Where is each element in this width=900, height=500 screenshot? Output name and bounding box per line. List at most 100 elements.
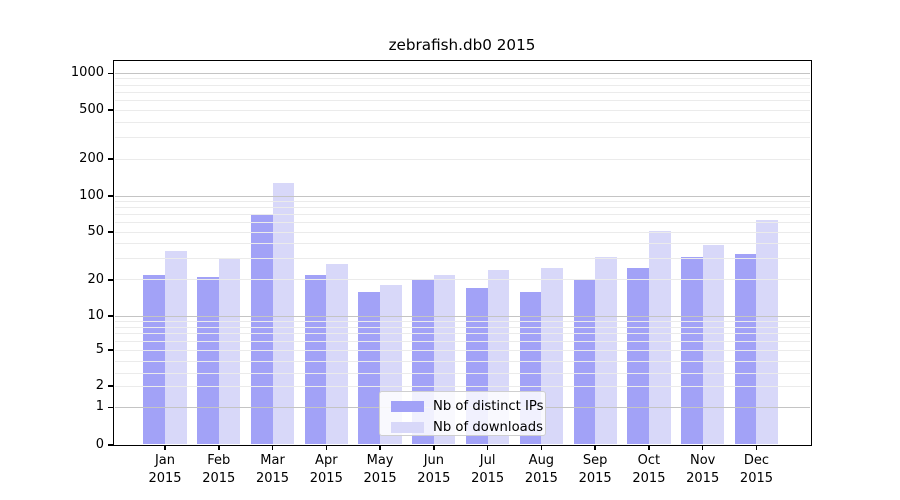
- x-tick-mark: [379, 445, 381, 450]
- y-axis-tick-label: 10: [87, 308, 104, 323]
- y-axis-tick-label: 0: [95, 437, 104, 452]
- minor-gridline: [114, 349, 810, 351]
- y-tick-mark: [107, 406, 113, 409]
- y-tick-mark: [107, 109, 113, 111]
- minor-gridline: [114, 360, 810, 362]
- bar-downloads: [272, 183, 295, 444]
- y-tick-mark: [107, 195, 113, 197]
- x-tick-year: 2015: [363, 470, 397, 486]
- x-tick-mark: [594, 445, 596, 450]
- legend: Nb of distinct IPs Nb of downloads: [379, 391, 546, 436]
- x-axis-tick-label: Mar 2015: [241, 452, 305, 487]
- x-tick-month: Dec: [743, 453, 770, 468]
- x-axis-tick-label: Jan 2015: [133, 452, 197, 487]
- minor-gridline: [114, 340, 810, 342]
- x-tick-mark: [218, 445, 220, 450]
- x-axis-tick-label: Apr 2015: [294, 452, 358, 487]
- x-tick-month: May: [366, 453, 394, 468]
- y-tick-mark: [107, 279, 113, 281]
- bar-distinct-ips: [143, 274, 165, 444]
- y-axis-tick-label: 100: [79, 188, 104, 203]
- minor-gridline: [114, 214, 810, 216]
- legend-item-distinct-ips: Nb of distinct IPs: [380, 396, 545, 417]
- x-tick-year: 2015: [255, 470, 290, 486]
- x-axis-tick-label: Nov 2015: [671, 452, 735, 487]
- x-axis-tick-label: Sep 2015: [563, 452, 627, 487]
- y-axis-tick-label: 2: [95, 378, 104, 393]
- bar-distinct-ips: [573, 279, 596, 444]
- x-tick-mark: [271, 445, 274, 450]
- y-axis-tick-label: 200: [79, 151, 104, 167]
- bar-downloads: [326, 264, 348, 444]
- bar-downloads: [595, 257, 617, 444]
- legend-label-downloads: Nb of downloads: [433, 420, 543, 435]
- x-tick-month: Oct: [637, 453, 661, 468]
- minor-gridline: [114, 78, 810, 80]
- legend-swatch-distinct-ips: [391, 400, 424, 413]
- x-tick-mark: [648, 445, 650, 450]
- y-tick-mark: [107, 158, 113, 160]
- x-axis-tick-label: May 2015: [348, 452, 412, 487]
- y-axis-tick-label: 500: [79, 102, 104, 118]
- y-axis-tick-label: 5: [95, 342, 104, 357]
- x-tick-year: 2015: [148, 470, 182, 486]
- minor-gridline: [114, 100, 810, 102]
- x-tick-year: 2015: [471, 470, 505, 486]
- x-tick-mark: [755, 445, 758, 450]
- x-tick-year: 2015: [309, 470, 343, 486]
- minor-gridline: [114, 385, 810, 387]
- bar-distinct-ips: [734, 253, 757, 444]
- x-tick-mark: [701, 445, 704, 450]
- minor-gridline: [114, 158, 810, 160]
- x-tick-mark: [486, 445, 489, 450]
- bar-distinct-ips: [358, 291, 381, 444]
- bar-downloads: [165, 250, 187, 444]
- bar-downloads: [648, 231, 671, 444]
- x-axis-tick-label: Oct 2015: [617, 452, 681, 487]
- minor-gridline: [114, 222, 810, 224]
- minor-gridline: [114, 84, 810, 86]
- x-axis-tick-label: Jun 2015: [402, 452, 466, 487]
- bar-downloads: [541, 268, 563, 444]
- x-tick-mark: [433, 445, 435, 450]
- minor-gridline: [114, 136, 810, 138]
- y-tick-mark: [107, 385, 113, 387]
- x-axis-tick-label: Jul 2015: [456, 452, 520, 487]
- x-tick-year: 2015: [686, 470, 720, 486]
- y-tick-mark: [107, 231, 113, 233]
- x-axis-tick-label: Feb 2015: [187, 452, 251, 487]
- x-tick-month: Sep: [582, 453, 608, 468]
- x-tick-year: 2015: [739, 470, 774, 486]
- minor-gridline: [114, 372, 810, 374]
- major-gridline: [114, 195, 810, 197]
- x-tick-month: Jun: [423, 453, 444, 468]
- x-tick-month: Aug: [528, 453, 555, 468]
- minor-gridline: [114, 109, 810, 111]
- chart-title: zebrafish.db0 2015: [388, 36, 536, 54]
- x-axis-tick-label: Aug 2015: [509, 452, 573, 487]
- legend-item-downloads: Nb of downloads: [380, 417, 545, 438]
- major-gridline: [114, 315, 810, 317]
- x-tick-month: Mar: [260, 453, 285, 468]
- legend-swatch-downloads: [391, 421, 424, 434]
- x-tick-month: Apr: [315, 453, 338, 468]
- y-tick-mark: [107, 315, 113, 317]
- minor-gridline: [114, 200, 810, 202]
- x-axis-tick-label: Dec 2015: [724, 452, 788, 487]
- x-tick-mark: [540, 445, 543, 450]
- x-tick-month: Nov: [690, 453, 716, 468]
- x-tick-year: 2015: [524, 470, 558, 486]
- minor-gridline: [114, 207, 810, 209]
- bar-downloads: [218, 258, 241, 444]
- y-tick-mark: [107, 349, 113, 351]
- x-tick-month: Feb: [207, 453, 231, 468]
- x-tick-month: Jul: [479, 453, 496, 468]
- bar-downloads: [702, 245, 725, 444]
- y-axis-tick-label: 1000: [70, 65, 104, 81]
- y-tick-mark: [107, 444, 113, 446]
- minor-gridline: [114, 321, 810, 322]
- bar-distinct-ips: [681, 257, 703, 444]
- bar-distinct-ips: [304, 274, 327, 444]
- major-gridline: [114, 72, 810, 74]
